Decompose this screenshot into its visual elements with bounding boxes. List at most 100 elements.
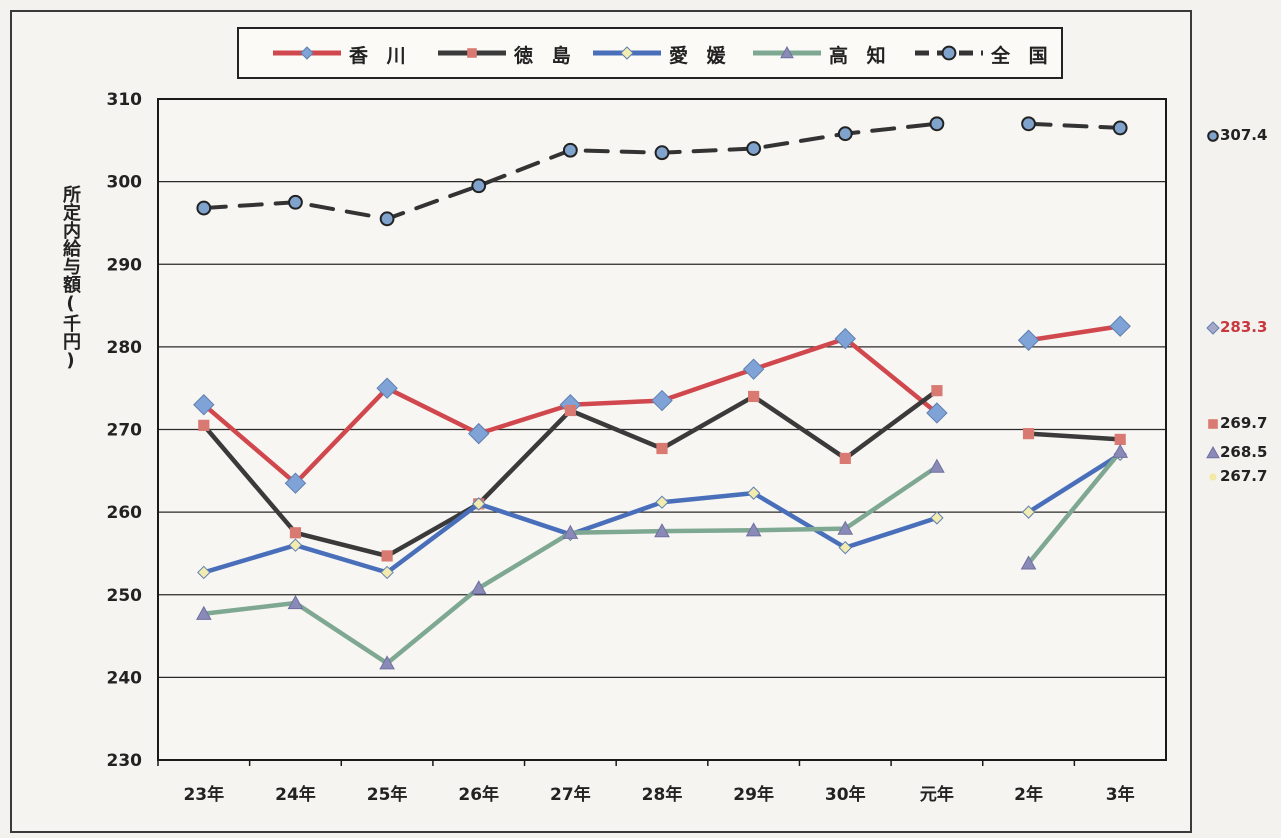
- y-tick-label: 260: [107, 503, 143, 523]
- end-label-text: 267.7: [1220, 467, 1268, 485]
- end-label-marker: [1209, 472, 1217, 481]
- data-point: [287, 594, 304, 610]
- end-label-marker: [1207, 129, 1219, 142]
- data-point: [926, 402, 948, 424]
- data-point: [656, 442, 668, 455]
- y-tick-label: 300: [107, 173, 143, 193]
- data-point: [834, 327, 856, 350]
- data-point: [467, 48, 477, 58]
- data-point: [288, 538, 303, 552]
- series-3: [195, 443, 1129, 670]
- x-tick-label: 27年: [550, 784, 591, 805]
- legend-item: 全 国: [911, 29, 1061, 77]
- legend-label: 徳 島: [514, 45, 577, 67]
- x-tick-label: 29年: [733, 784, 774, 805]
- y-tick-label: 280: [107, 338, 143, 358]
- data-point: [746, 141, 762, 156]
- legend-label: 香 川: [349, 45, 412, 67]
- y-tick-label: 240: [107, 668, 143, 688]
- legend-label: 全 国: [991, 45, 1054, 67]
- data-point: [929, 458, 945, 473]
- data-point: [837, 126, 853, 142]
- end-label-marker: [1206, 320, 1220, 335]
- y-axis-title: 所定内給与額(千円): [60, 185, 81, 371]
- end-value-label: 283.3: [1206, 318, 1267, 337]
- y-tick-label: 310: [107, 90, 143, 110]
- end-label-text: 269.7: [1220, 414, 1268, 432]
- legend-swatch: [593, 46, 661, 60]
- x-tick-label: 3年: [1106, 784, 1135, 805]
- data-point: [839, 452, 851, 465]
- y-tick-label: 290: [107, 255, 143, 275]
- end-value-label: 269.7: [1206, 414, 1267, 433]
- data-point: [289, 527, 302, 539]
- data-point: [564, 404, 576, 417]
- data-point: [780, 45, 794, 59]
- end-label-text: 283.3: [1220, 318, 1268, 336]
- legend-label: 高 知: [829, 45, 892, 67]
- data-point: [380, 565, 394, 580]
- data-point: [1022, 428, 1035, 440]
- legend-item: 高 知: [749, 29, 899, 77]
- series-line: [1026, 431, 1123, 442]
- end-value-label: 267.7: [1206, 467, 1267, 486]
- data-point: [195, 605, 212, 620]
- data-point: [931, 385, 943, 397]
- legend-item: 香 川: [269, 29, 419, 77]
- data-point: [284, 472, 307, 494]
- x-tick-label: 26年: [458, 784, 499, 805]
- series-line: [1026, 323, 1123, 343]
- data-point: [746, 486, 761, 500]
- data-point: [930, 511, 944, 525]
- data-point: [838, 540, 852, 555]
- chart-legend: 香 川徳 島愛 媛高 知全 国: [237, 27, 1063, 79]
- y-tick-label: 230: [107, 751, 143, 771]
- data-point: [193, 394, 215, 416]
- data-point: [379, 211, 395, 227]
- data-point: [837, 520, 854, 535]
- legend-item: 愛 媛: [589, 29, 739, 77]
- data-point: [300, 46, 314, 60]
- data-point: [1114, 433, 1126, 446]
- data-point: [379, 655, 395, 670]
- data-point: [1206, 320, 1220, 335]
- data-point: [472, 497, 486, 511]
- data-point: [651, 389, 673, 412]
- data-point: [376, 377, 398, 399]
- data-point: [381, 550, 393, 562]
- data-point: [1020, 555, 1037, 570]
- x-tick-label: 25年: [367, 784, 408, 805]
- legend-swatch: [438, 48, 506, 58]
- data-point: [1208, 418, 1218, 429]
- data-point: [1206, 445, 1220, 458]
- x-tick-label: 23年: [183, 784, 224, 805]
- data-point: [748, 390, 760, 403]
- series-line: [1026, 449, 1123, 566]
- data-point: [929, 116, 945, 132]
- data-point: [655, 495, 669, 509]
- data-point: [470, 580, 487, 595]
- x-tick-label: 元年: [920, 784, 954, 805]
- series-line: [1026, 452, 1123, 515]
- y-tick-label: 270: [107, 421, 143, 441]
- data-point: [745, 522, 762, 537]
- data-point: [654, 145, 670, 161]
- x-tick-label: 24年: [275, 784, 316, 805]
- data-point: [197, 565, 211, 580]
- data-point: [1112, 120, 1128, 136]
- data-point: [620, 46, 634, 60]
- legend-swatch: [273, 46, 341, 60]
- end-value-label: 307.4: [1206, 126, 1267, 145]
- end-label-text: 307.4: [1220, 126, 1268, 144]
- legend-label: 愛 媛: [669, 45, 732, 67]
- end-value-label: 268.5: [1206, 443, 1267, 462]
- data-point: [1021, 505, 1036, 519]
- data-point: [941, 45, 957, 61]
- data-point: [1017, 329, 1040, 351]
- series-0: [193, 315, 1131, 494]
- data-point: [288, 194, 303, 210]
- legend-swatch: [753, 45, 821, 59]
- data-point: [196, 200, 212, 216]
- data-point: [198, 419, 210, 431]
